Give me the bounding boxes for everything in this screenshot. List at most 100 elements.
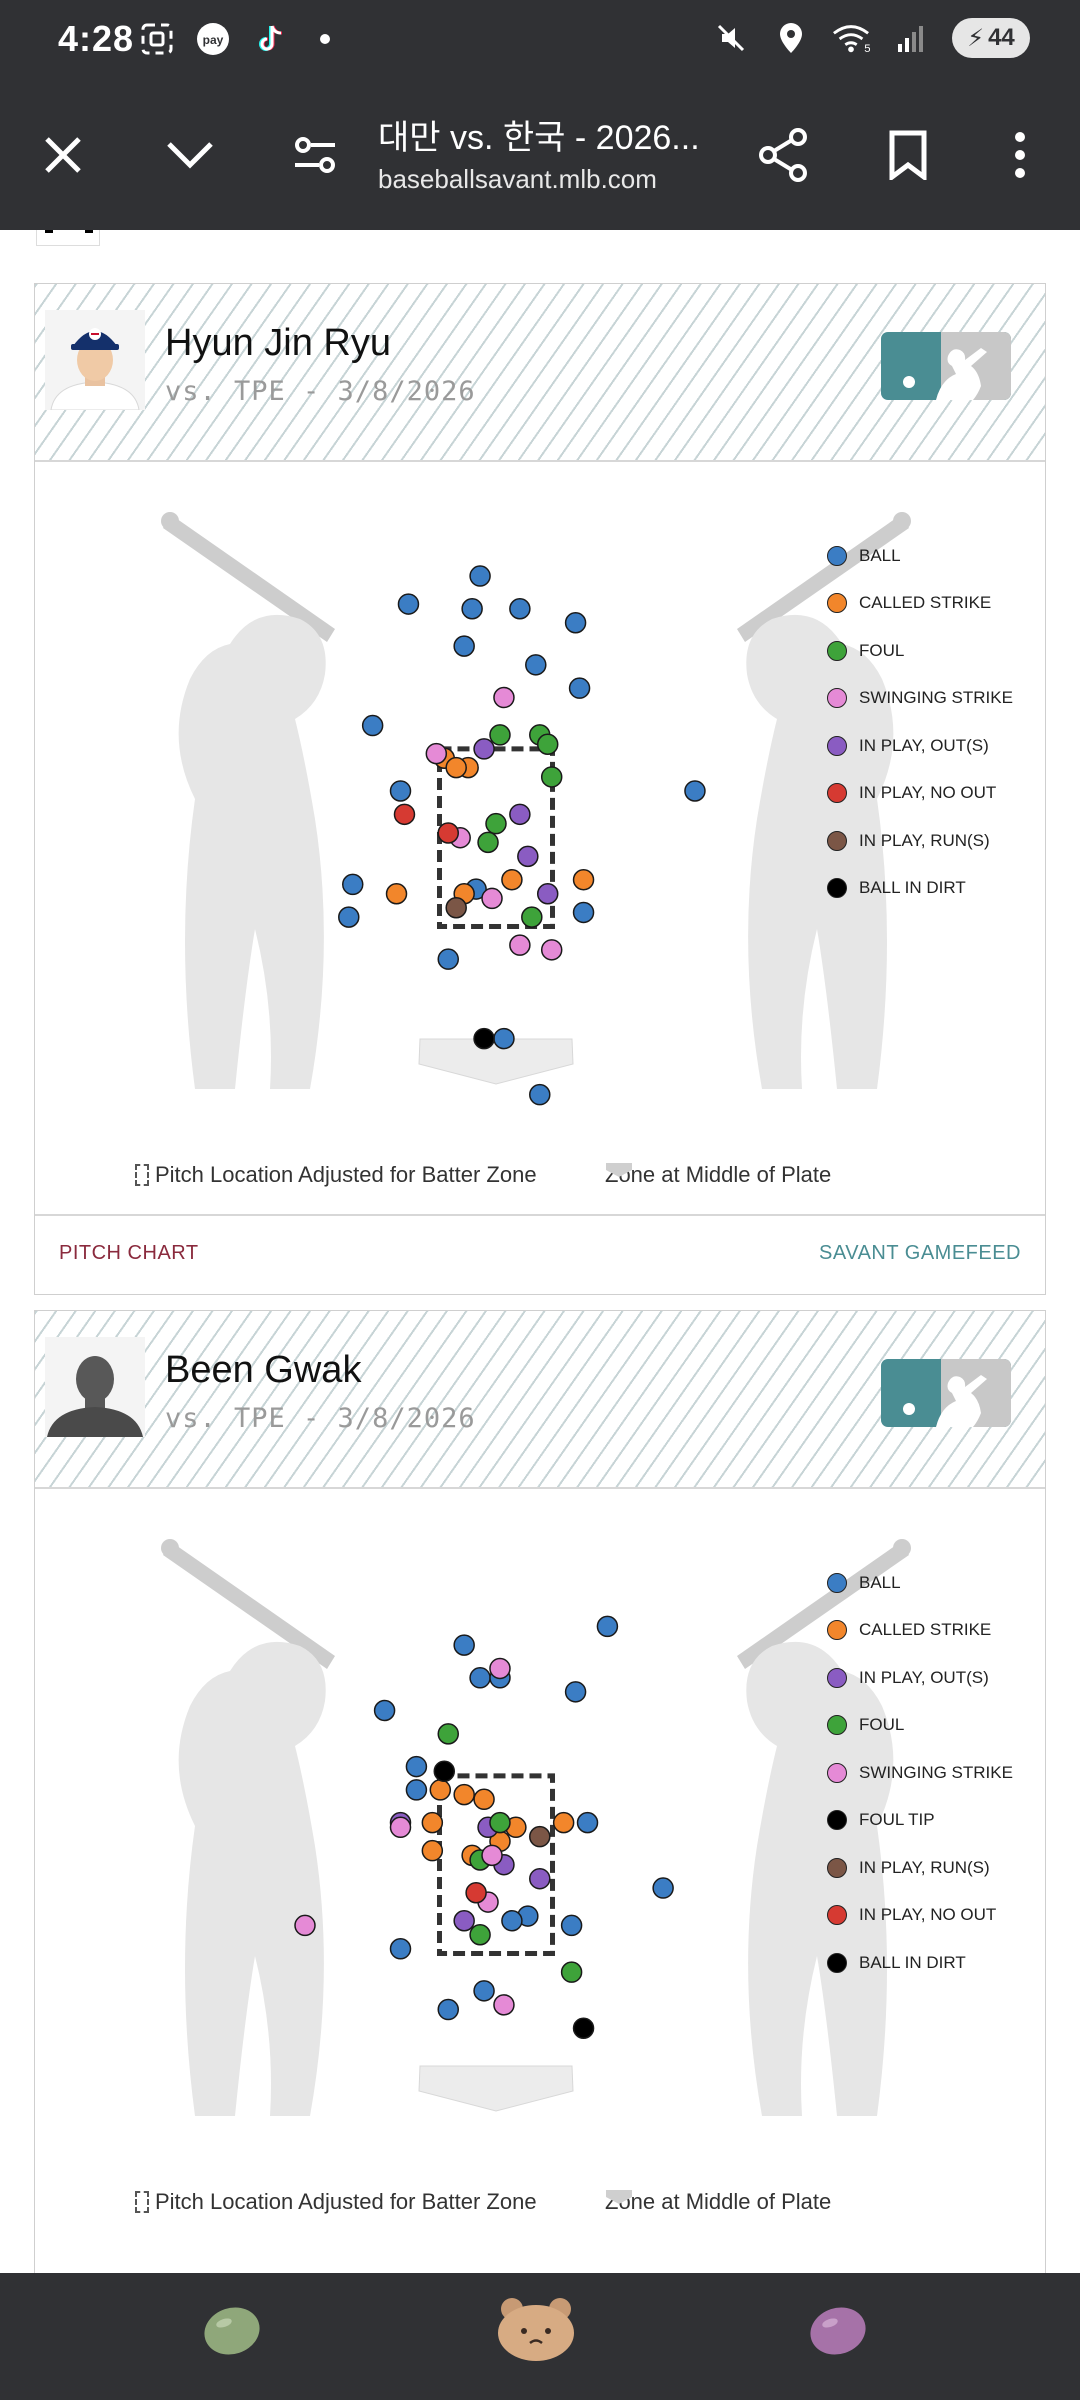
footnote-adjusted: Pitch Location Adjusted for Batter Zone <box>135 2189 537 2215</box>
batter-silhouettes <box>161 512 911 1089</box>
green-bean-icon[interactable] <box>200 2301 264 2366</box>
pitch-point <box>453 1910 475 1932</box>
pitch-chart-link[interactable]: PITCH CHART <box>59 1242 199 1264</box>
collapse-button[interactable] <box>155 120 225 190</box>
pitch-point <box>568 677 591 699</box>
legend-item: IN PLAY, OUT(S) <box>827 722 1013 770</box>
share-button[interactable] <box>748 120 818 190</box>
purple-bean-icon[interactable] <box>806 2301 870 2366</box>
legend-item: IN PLAY, NO OUT <box>827 1892 1013 1940</box>
legend-label: BALL <box>859 1572 901 1592</box>
pitch-point <box>540 766 563 788</box>
legend-swatch <box>827 878 847 899</box>
pitch-point <box>572 901 595 924</box>
status-time: 4:28 <box>58 18 135 59</box>
korea-flag-icon <box>36 230 100 246</box>
pitch-point <box>529 1083 551 1106</box>
series-in-play-no-out <box>393 803 459 844</box>
pitch-point <box>469 1924 491 1946</box>
series-swinging-strike <box>425 686 563 961</box>
pitch-point <box>572 2017 595 2039</box>
right-batter-silhouette <box>737 512 911 1089</box>
pitch-point <box>433 1760 456 1782</box>
svg-text:5: 5 <box>864 43 870 55</box>
pitch-point <box>684 780 706 802</box>
tiktok-icon <box>250 20 288 58</box>
close-icon <box>45 137 81 173</box>
pitch-point <box>385 883 408 905</box>
pitch-point <box>493 686 515 709</box>
legend-label: FOUL <box>859 1715 905 1735</box>
series-ball-in-dirt <box>572 2017 595 2039</box>
pitch-point <box>469 1667 491 1689</box>
pitch-point <box>361 714 384 737</box>
pitch-point <box>473 1788 495 1811</box>
bookmark-button[interactable] <box>873 120 943 190</box>
pitch-point <box>342 873 364 896</box>
series-in-play-outs <box>473 738 559 905</box>
series-ball-in-dirt <box>473 1027 495 1050</box>
dashed-zone-icon <box>135 2191 149 2213</box>
pitch-point <box>652 1877 674 1899</box>
player-name: Hyun Jin Ryu <box>165 322 391 364</box>
legend-swatch <box>827 1715 847 1736</box>
pitch-point <box>529 1825 551 1848</box>
svg-text:pay: pay <box>203 33 224 47</box>
pitch-point <box>493 1027 515 1050</box>
pitch-point <box>477 831 499 854</box>
legend-swatch <box>827 688 847 709</box>
wifi-icon: 5 <box>832 19 870 57</box>
pitch-point <box>453 635 475 657</box>
more-options-button[interactable] <box>985 120 1055 190</box>
pitch-point <box>481 1844 503 1867</box>
pitch-point <box>437 1998 459 2021</box>
legend-swatch <box>827 1762 847 1783</box>
legend-swatch <box>827 1620 847 1641</box>
pitch-point <box>529 1867 551 1890</box>
legend-swatch <box>827 1952 847 1973</box>
pitch-point <box>564 1681 587 1703</box>
series-ball <box>373 1615 674 2021</box>
pitch-point <box>453 1634 475 1656</box>
legend-label: IN PLAY, OUT(S) <box>859 1667 989 1687</box>
legend-label: SWINGING STRIKE <box>859 1762 1013 1782</box>
legend-label: CALLED STRIKE <box>859 593 992 613</box>
battery-indicator: ⚡ 44 <box>952 18 1030 58</box>
browser-app-bar: 대만 vs. 한국 - 2026... baseballsavant.mlb.c… <box>0 80 1080 230</box>
footnote-zone: Zone at Middle of Plate <box>605 1162 832 1187</box>
left-batter-silhouette <box>161 1539 335 2116</box>
savant-gamefeed-link[interactable]: SAVANT GAMEFEED <box>819 1242 1021 1264</box>
pitch-point <box>437 1723 459 1745</box>
legend-item: BALL <box>827 1559 1013 1607</box>
pitch-point <box>397 593 420 615</box>
pitch-point <box>473 1980 495 2002</box>
mlb-logo-icon <box>881 1359 1011 1427</box>
site-settings-button[interactable] <box>280 120 350 190</box>
series-called-strike <box>385 747 595 905</box>
legend-label: IN PLAY, RUN(S) <box>859 830 990 850</box>
pitch-point <box>421 1811 444 1834</box>
legend-item: IN PLAY, RUN(S) <box>827 1844 1013 1892</box>
legend-item: SWINGING STRIKE <box>827 1749 1013 1797</box>
legend-item: FOUL <box>827 627 1013 675</box>
charging-icon: ⚡ <box>967 24 985 52</box>
page-title[interactable]: 대만 vs. 한국 - 2026... <box>378 119 700 157</box>
legend-label: FOUL TIP <box>859 1810 935 1830</box>
legend-swatch <box>827 640 847 661</box>
legend-swatch <box>827 1810 847 1831</box>
bear-icon[interactable] <box>494 2293 578 2368</box>
batter-silhouettes <box>161 1539 911 2116</box>
page-url[interactable]: baseballsavant.mlb.com <box>378 164 657 194</box>
legend-swatch <box>827 545 847 566</box>
legend-item: BALL IN DIRT <box>827 1939 1013 1987</box>
mlb-logo-icon <box>881 332 1011 400</box>
footnote-zone: Zone at Middle of Plate <box>605 2189 832 2214</box>
close-button[interactable] <box>28 120 98 190</box>
pay-icon: pay <box>194 20 232 58</box>
page-content[interactable]: Hyun Jin Ryu vs. TPE - 3/8/2026 BALL CALL… <box>0 230 1080 2273</box>
pitch-point <box>445 756 467 779</box>
pitch-location-chart: BALL CALLED STRIKE IN PLAY, OUT(S) FOUL SWIN… <box>35 1491 1045 2231</box>
legend-swatch <box>827 735 847 756</box>
pitch-point <box>560 1914 583 1937</box>
pitch-point <box>564 612 587 634</box>
